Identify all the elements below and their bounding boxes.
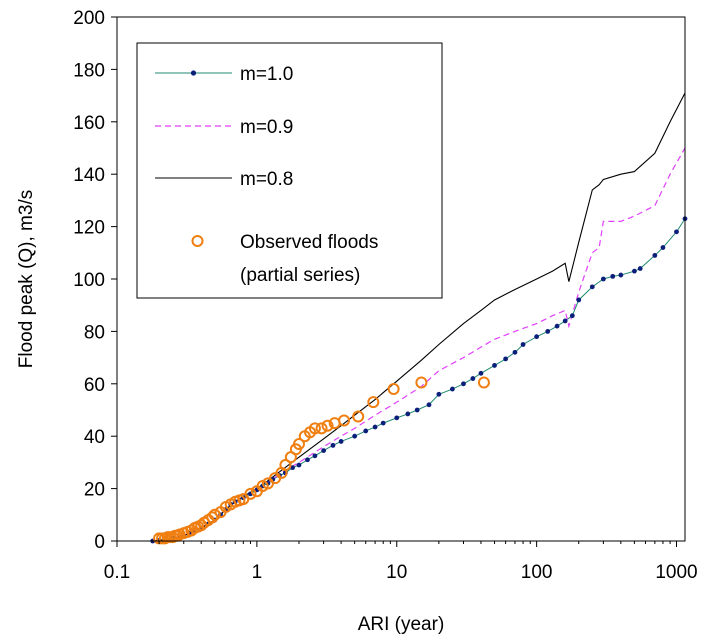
x-tick-label: 100 bbox=[521, 562, 553, 583]
series-point-m-1-0 bbox=[589, 284, 595, 290]
y-tick-label: 180 bbox=[73, 60, 105, 81]
series-point-m-1-0 bbox=[534, 334, 540, 340]
series-point-m-1-0 bbox=[470, 376, 476, 381]
series-point-m-1-0 bbox=[660, 245, 666, 250]
observed-flood-point bbox=[321, 419, 334, 432]
y-tick-label: 140 bbox=[73, 165, 105, 186]
series-point-m-1-0 bbox=[492, 363, 497, 368]
x-tick-label: 1000 bbox=[655, 562, 697, 583]
series-point-m-1-0 bbox=[414, 407, 420, 413]
series-point-m-1-0 bbox=[503, 356, 509, 362]
series-point-m-1-0 bbox=[618, 272, 624, 278]
y-tick-label: 20 bbox=[84, 480, 105, 501]
y-tick-label: 160 bbox=[73, 113, 105, 134]
series-point-m-1-0 bbox=[296, 462, 302, 468]
series-point-m-1-0 bbox=[610, 273, 616, 279]
y-tick-label: 60 bbox=[84, 375, 105, 396]
series-point-m-1-0 bbox=[330, 442, 336, 448]
series-point-m-1-0 bbox=[372, 424, 378, 430]
series-point-m-1-0 bbox=[520, 342, 526, 347]
legend-swatch-marker bbox=[190, 70, 197, 76]
series-point-m-1-0 bbox=[562, 318, 568, 324]
x-tick-label: 0.1 bbox=[104, 562, 130, 583]
observed-flood-point bbox=[292, 438, 305, 451]
series-point-m-1-0 bbox=[576, 297, 582, 303]
series-point-m-1-0 bbox=[554, 323, 560, 329]
series-point-m-1-0 bbox=[321, 448, 327, 454]
series-point-m-1-0 bbox=[450, 386, 455, 392]
series-point-m-1-0 bbox=[338, 439, 344, 444]
legend-box bbox=[136, 42, 443, 299]
series-point-m-1-0 bbox=[305, 457, 310, 463]
series-point-m-1-0 bbox=[632, 268, 637, 274]
observed-flood-point bbox=[367, 396, 380, 409]
legend-swatch-observed bbox=[191, 235, 204, 247]
legend-label: m=1.0 bbox=[240, 64, 293, 85]
series-point-m-1-0 bbox=[352, 433, 358, 439]
axes-layer: 0 20 40 60 80 100 120 140 160 180 200 0.1 1 10 100 1000 bbox=[73, 8, 697, 583]
observed-flood-point bbox=[308, 422, 321, 435]
legend-label-line2: (partial series) bbox=[240, 265, 360, 286]
y-tick-label: 100 bbox=[73, 270, 105, 291]
observed-flood-point bbox=[279, 459, 292, 472]
legend-label: m=0.9 bbox=[240, 117, 293, 138]
series-point-m-1-0 bbox=[637, 266, 643, 271]
series-point-m-1-0 bbox=[394, 415, 400, 421]
observed-flood-point bbox=[415, 376, 428, 389]
x-tick-label: 1 bbox=[252, 562, 263, 583]
series-point-m-1-0 bbox=[600, 276, 606, 282]
y-tick-label: 0 bbox=[94, 532, 105, 553]
series-point-m-1-0 bbox=[652, 253, 658, 258]
series-point-m-1-0 bbox=[312, 453, 318, 459]
series-point-m-1-0 bbox=[363, 428, 369, 434]
series-point-m-1-0 bbox=[461, 381, 466, 387]
observed-flood-point bbox=[208, 508, 221, 521]
observed-flood-point bbox=[387, 383, 400, 396]
y-tick-label: 80 bbox=[84, 322, 105, 343]
series-point-m-1-0 bbox=[545, 329, 551, 334]
series-point-m-1-0 bbox=[290, 465, 295, 471]
observed-flood-point bbox=[477, 376, 490, 389]
series-point-m-1-0 bbox=[512, 349, 518, 355]
legend-label: Observed floods bbox=[240, 232, 378, 253]
series-point-m-1-0 bbox=[426, 402, 432, 408]
x-tick-label: 10 bbox=[386, 562, 407, 583]
series-point-m-1-0 bbox=[380, 420, 386, 426]
marker-layer bbox=[150, 216, 688, 545]
y-tick-label: 40 bbox=[84, 427, 105, 448]
y-tick-label: 200 bbox=[73, 8, 105, 29]
x-axis-title: ARI (year) bbox=[358, 614, 445, 635]
legend-label: m=0.8 bbox=[240, 169, 293, 190]
observed-flood-point bbox=[206, 511, 219, 524]
y-tick-label: 120 bbox=[73, 218, 105, 239]
y-axis-title: Flood peak (Q), m3/s bbox=[16, 190, 37, 368]
observed-flood-point bbox=[352, 410, 365, 423]
series-point-m-1-0 bbox=[569, 313, 575, 319]
series-point-m-1-0 bbox=[478, 370, 484, 376]
legend: m=1.0 m=0.9 m=0.8 Observed floods (partial s… bbox=[136, 42, 443, 299]
observed-flood-point bbox=[244, 487, 257, 500]
series-point-m-1-0 bbox=[436, 391, 442, 397]
observed-flood-point bbox=[338, 414, 351, 427]
observed-flood-point bbox=[315, 422, 328, 435]
series-point-m-1-0 bbox=[405, 411, 411, 417]
series-point-m-1-0 bbox=[674, 229, 679, 235]
